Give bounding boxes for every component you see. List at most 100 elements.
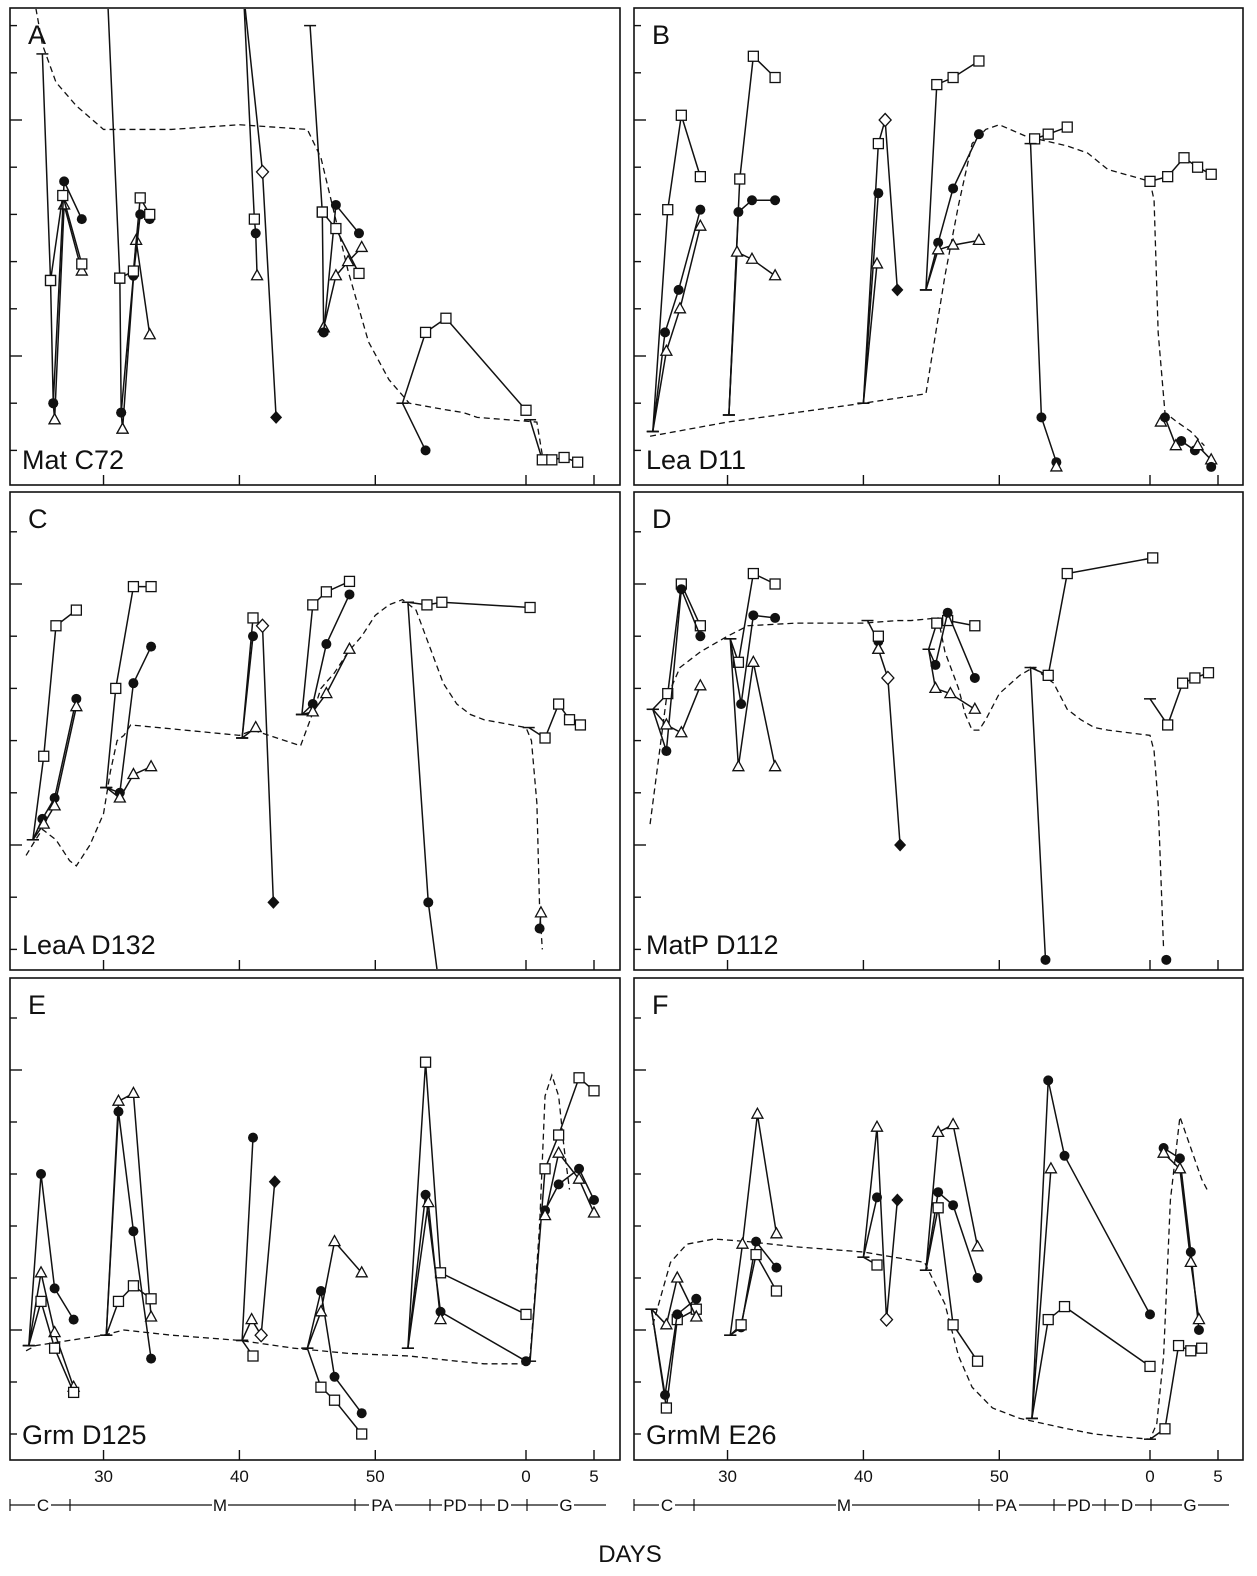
marker-open-triangle (659, 717, 673, 730)
panel-frame (9, 977, 621, 1461)
marker-filled-circle (146, 641, 157, 652)
marker-filled-circle (76, 214, 87, 225)
marker-open-triangle (342, 641, 357, 654)
series-line (105, 646, 152, 794)
marker-open-square (145, 580, 157, 593)
marker-filled-circle (1174, 1153, 1185, 1164)
x-tick-label: 0 (521, 1467, 530, 1486)
marker-filled-circle (972, 1273, 983, 1283)
marker-open-square (747, 567, 759, 580)
series-line (544, 1167, 595, 1211)
marker-filled-circle (660, 327, 671, 338)
panel-letter: C (28, 504, 48, 534)
marker-open-square (539, 1163, 551, 1175)
marker-open-square (134, 192, 146, 204)
series-line (28, 1173, 75, 1346)
marker-open-square (520, 1308, 532, 1321)
marker-open-triangle (34, 1265, 48, 1278)
marker-filled-circle (1043, 1075, 1054, 1086)
panel-b: B Lea D11 (633, 7, 1244, 486)
marker-open-square (50, 620, 62, 632)
marker-open-square (1147, 552, 1159, 564)
series-line (241, 636, 254, 739)
marker-open-square (662, 204, 674, 216)
series-line (927, 610, 976, 679)
marker-filled-circle (1159, 412, 1170, 423)
marker-filled-diamond (270, 410, 283, 424)
marker-open-triangle (126, 1086, 141, 1099)
series-line (401, 317, 527, 411)
marker-filled-circle (433, 971, 443, 981)
series-line (322, 246, 363, 328)
panel-d: D MatP D112 (633, 491, 1244, 971)
marker-filled-circle (48, 398, 59, 409)
series-line (321, 211, 360, 274)
marker-open-square (315, 1381, 327, 1393)
series-line (241, 1137, 254, 1341)
x-tick-label: 5 (1213, 1467, 1222, 1486)
x-axes-layer: 30 40 50 0 5 C M PA PD D G 30 40 50 0 5 C M PA PD D G (9, 1467, 1229, 1515)
panel-name: LeaA D132 (22, 930, 156, 960)
marker-open-square (307, 599, 319, 611)
series-line (1031, 1305, 1151, 1419)
panel-name: Mat C72 (22, 445, 124, 475)
marker-open-triangle (750, 1106, 765, 1119)
series-line (309, 25, 325, 333)
marker-filled-circle (733, 207, 744, 218)
marker-open-square (70, 604, 83, 616)
marker-filled-diamond (891, 1193, 904, 1207)
series-line (925, 1123, 979, 1271)
marker-filled-circle (435, 1306, 446, 1317)
marker-open-square (1042, 128, 1054, 140)
marker-filled-circle (68, 1314, 79, 1325)
marker-open-triangle (329, 268, 343, 281)
marker-filled-circle (353, 228, 364, 239)
marker-open-square (1028, 133, 1041, 145)
series-line (650, 1298, 697, 1396)
marker-open-triangle (319, 686, 333, 699)
marker-open-square (1061, 567, 1073, 580)
marker-open-square (931, 617, 943, 629)
plot-area (645, 1075, 1210, 1440)
panel-letter: D (652, 504, 672, 534)
marker-open-square (316, 206, 328, 218)
marker-filled-circle (329, 1371, 340, 1382)
series-line (652, 226, 702, 432)
marker-open-square (1144, 175, 1156, 188)
marker-filled-circle (771, 1262, 782, 1273)
marker-open-square (1185, 1345, 1197, 1357)
marker-filled-circle (676, 584, 687, 595)
marker-open-triangle (659, 343, 673, 356)
series-line (729, 638, 776, 767)
marker-open-diamond (255, 618, 270, 634)
marker-open-diamond (880, 670, 895, 686)
marker-open-triangle (327, 1234, 342, 1247)
series-line (32, 706, 78, 841)
marker-open-triangle (355, 240, 369, 253)
marker-open-triangle (144, 759, 158, 772)
marker-open-triangle (143, 327, 157, 340)
marker-open-square (1202, 667, 1215, 679)
marker-filled-circle (1193, 1325, 1204, 1335)
marker-open-triangle (928, 681, 943, 694)
marker-filled-circle (321, 639, 332, 650)
marker-filled-circle (1036, 412, 1047, 423)
marker-open-square (694, 170, 707, 183)
marker-open-square (48, 1342, 61, 1354)
panel-f: F GrmM E26 (633, 977, 1244, 1461)
series-line (729, 1239, 778, 1336)
marker-open-square (127, 580, 140, 593)
marker-open-square (872, 630, 885, 642)
marker-filled-diamond (894, 838, 907, 852)
marker-filled-circle (1161, 954, 1172, 965)
marker-filled-diamond (891, 283, 904, 297)
marker-filled-circle (330, 199, 341, 210)
series-line (927, 649, 976, 710)
marker-open-triangle (735, 1236, 750, 1249)
series-line (407, 1062, 527, 1349)
series-line (925, 239, 980, 291)
marker-open-triangle (1049, 459, 1063, 472)
marker-open-square (1159, 1423, 1171, 1435)
marker-open-triangle (552, 1145, 566, 1158)
